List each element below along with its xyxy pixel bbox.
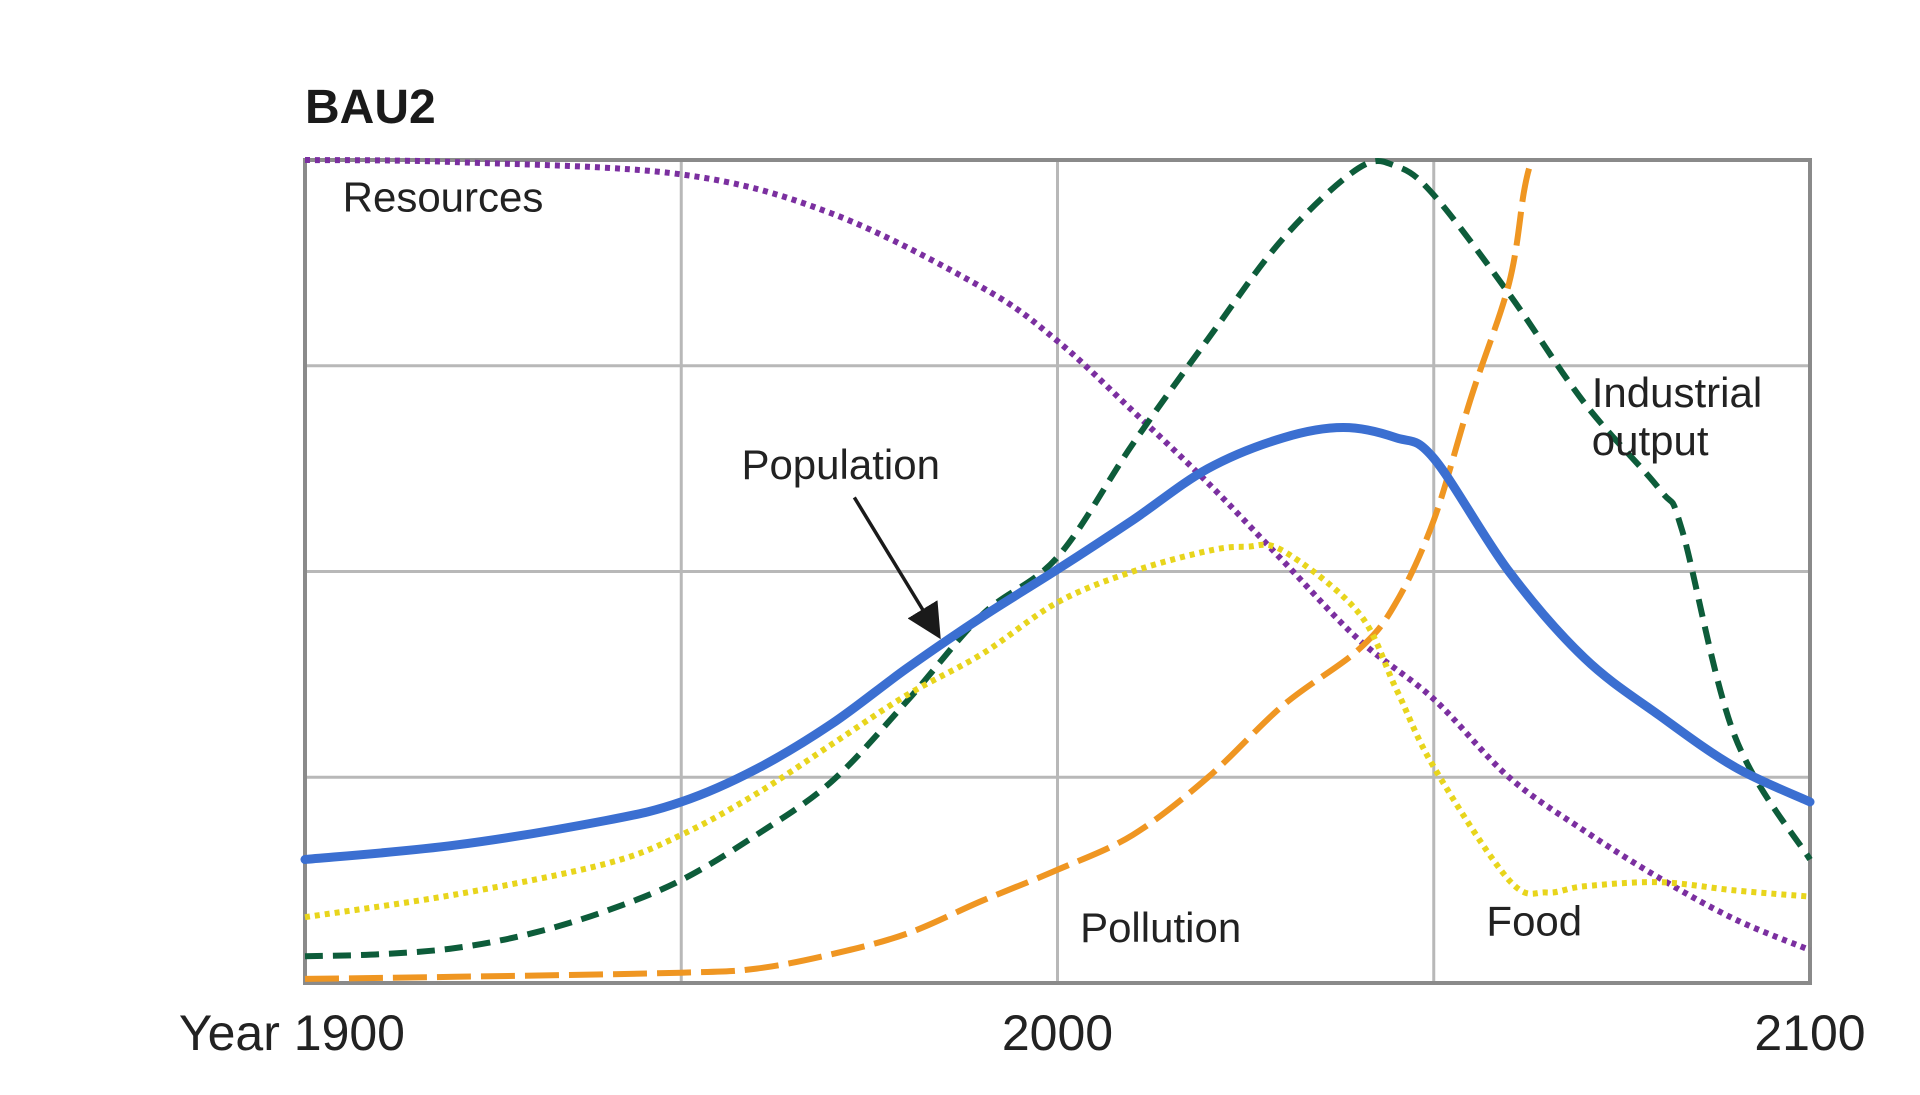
series-line-pollution [304, 159, 1535, 982]
x-tick-label-1900: Year 1900 [179, 1005, 405, 1061]
x-tick-labels: Year 1900 2000 2100 [179, 1005, 1866, 1061]
series-labels: Resources Industrial output Population Food P… [343, 173, 1763, 950]
series-label-industrial-output: Industrial output [1592, 369, 1762, 464]
chart-title: BAU2 [305, 81, 436, 134]
series-lines [300, 157, 1815, 982]
series-label-population: Population [741, 441, 940, 488]
series-line-population [300, 423, 1815, 864]
population-arrow [852, 496, 941, 640]
series-label-resources: Resources [343, 173, 544, 220]
plot-frame [303, 158, 1812, 985]
x-tick-label-2000: 2000 [1002, 1005, 1113, 1061]
series-label-pollution: Pollution [1080, 904, 1241, 951]
x-tick-label-2100: 2100 [1754, 1005, 1865, 1061]
series-line-industrial-output [304, 158, 1813, 960]
series-label-food: Food [1486, 898, 1582, 945]
